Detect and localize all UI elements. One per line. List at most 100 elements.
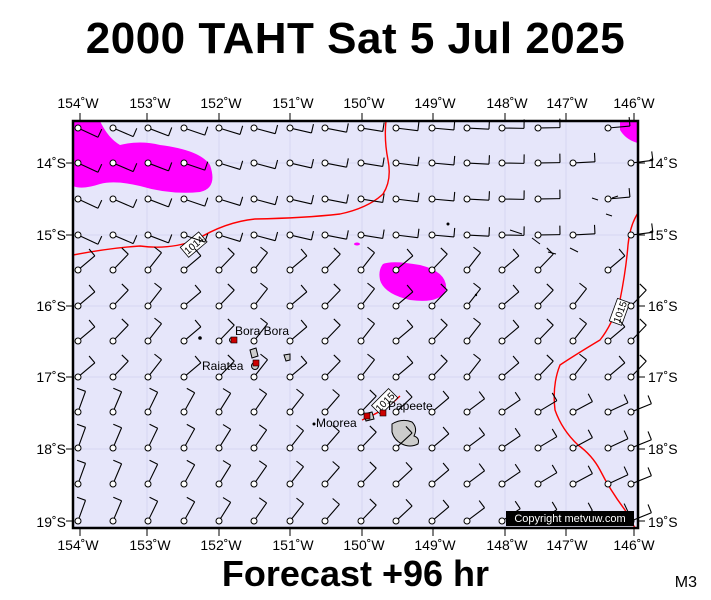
wind-barb	[286, 388, 304, 416]
wind-barb	[357, 229, 385, 239]
wind-barb	[428, 462, 450, 488]
wind-barb	[286, 284, 308, 310]
wind-barb	[180, 496, 196, 525]
wind-barb	[144, 246, 162, 274]
wind-barb	[109, 318, 129, 345]
wind-barb	[74, 387, 87, 416]
wind-barb	[392, 284, 414, 310]
wind-barb	[144, 159, 173, 172]
wind-barb	[463, 353, 481, 381]
lat-labels-right: 14˚S 15˚S 16˚S 17˚S 18˚S 19˚S	[648, 155, 678, 530]
wind-barb	[250, 388, 268, 416]
wind-barb	[144, 423, 159, 452]
lon-label: 149˚W	[414, 537, 456, 553]
wind-barb	[534, 118, 561, 132]
wind-barb	[74, 159, 103, 173]
lon-label: 147˚W	[546, 537, 588, 553]
papeete-marker	[379, 409, 387, 417]
wind-barb	[215, 247, 235, 274]
wind-barb	[215, 497, 232, 525]
wind-barb	[250, 231, 279, 242]
lon-labels-bottom: 154˚W 153˚W 152˚W 151˚W 150˚W 149˚W 148˚…	[57, 537, 655, 553]
wind-barb	[569, 353, 587, 381]
wind-barb	[463, 227, 490, 239]
wind-barb	[627, 395, 652, 416]
wind-barb	[498, 355, 520, 381]
wind-barb	[321, 230, 349, 240]
wind-barb	[144, 496, 159, 525]
wind-barb	[534, 153, 561, 167]
wind-barb	[357, 122, 385, 132]
wind-barb	[357, 389, 377, 416]
axis-ticks	[66, 113, 645, 536]
wind-barb	[569, 429, 593, 452]
wind-barb	[569, 393, 593, 416]
wind-barb	[604, 319, 626, 345]
wind-barb	[74, 124, 103, 138]
wind-barb	[74, 496, 87, 525]
wind-barb	[463, 155, 490, 167]
wind-barb	[250, 246, 268, 274]
wind-barb	[534, 283, 554, 310]
rain-spot	[354, 242, 360, 246]
wind-barb	[109, 459, 123, 488]
wind-barb	[463, 282, 481, 310]
wind-barb	[498, 284, 520, 310]
wind-barb	[250, 282, 268, 310]
wind-barb	[534, 225, 561, 239]
wind-barb	[109, 354, 129, 381]
wind-barb	[215, 195, 244, 206]
wind-barb	[250, 124, 279, 135]
wind-barb	[569, 282, 587, 310]
lat-label: 14˚S	[648, 155, 678, 171]
raiatea-marker	[252, 359, 260, 367]
wind-barb	[321, 425, 340, 452]
lon-label: 147˚W	[546, 95, 588, 111]
isobar-east	[553, 212, 639, 529]
wind-barb	[428, 354, 448, 381]
wind-barb	[392, 319, 414, 345]
wind-barb	[180, 423, 196, 452]
wind-barb	[215, 124, 244, 135]
lon-label: 149˚W	[414, 95, 456, 111]
wind-barb	[109, 496, 123, 525]
wind-barb	[144, 459, 159, 488]
wind-barb	[428, 191, 456, 203]
wind-barb	[627, 283, 647, 310]
wind-barb	[109, 231, 138, 245]
wind-barb	[392, 499, 413, 525]
label-moorea: Moorea	[316, 416, 357, 430]
model-label: M3	[674, 574, 697, 591]
wind-barb	[74, 355, 96, 381]
wind-barb	[109, 423, 123, 452]
wind-barb	[463, 246, 481, 274]
wind-barb	[428, 318, 448, 345]
wind-barb	[180, 459, 196, 488]
lat-label: 17˚S	[648, 369, 678, 385]
wind-barb	[321, 123, 349, 133]
island-tahiti	[391, 419, 419, 447]
wind-barb	[180, 355, 202, 381]
wind-barb	[498, 190, 525, 203]
place-markers	[230, 336, 387, 420]
wind-barb	[286, 355, 308, 381]
wind-barb	[498, 463, 521, 488]
wind-barb	[215, 159, 244, 170]
wind-barb	[321, 498, 340, 525]
wind-barb	[74, 423, 87, 452]
wind-barb	[321, 158, 349, 168]
wind-barb	[215, 354, 235, 381]
lon-label: 154˚W	[57, 95, 99, 111]
wind-barb	[321, 389, 340, 416]
lat-label: 16˚S	[648, 298, 678, 314]
wind-barb	[604, 248, 626, 274]
wind-barb	[74, 195, 103, 209]
wind-barb	[627, 431, 652, 452]
wind-barb	[144, 387, 159, 416]
wind-barb	[569, 152, 596, 167]
wind-barb	[569, 317, 587, 345]
wind-barb	[215, 424, 232, 452]
lon-label: 150˚W	[343, 537, 385, 553]
lat-label: 19˚S	[36, 514, 66, 530]
wind-barb	[534, 318, 554, 345]
